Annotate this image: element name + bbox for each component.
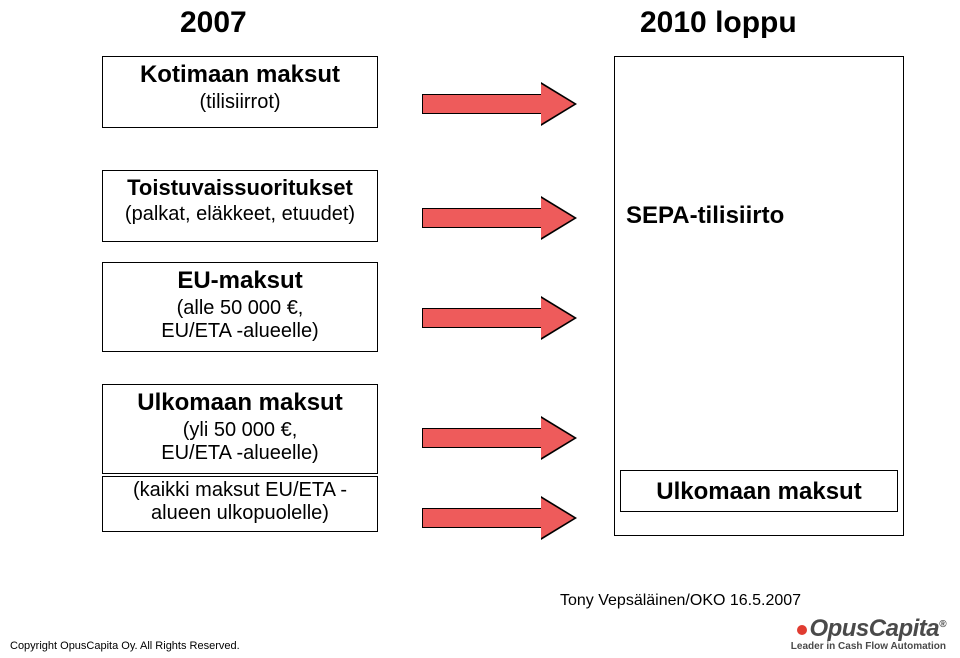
- year-right: 2010 loppu: [640, 6, 797, 40]
- left-box-b5: (kaikki maksut EU/ETA -alueen ulkopuolel…: [102, 476, 378, 532]
- arrow-head-fill: [541, 298, 574, 338]
- arrow-shaft: [422, 208, 542, 228]
- arrow-shaft: [422, 428, 542, 448]
- footer: Copyright OpusCapita Oy. All Rights Rese…: [0, 618, 960, 658]
- box-sub: (palkat, eläkkeet, etuudet): [103, 203, 377, 226]
- arrow-shaft: [422, 308, 542, 328]
- box-sub: (kaikki maksut EU/ETA -alueen ulkopuolel…: [103, 479, 377, 525]
- logo-text: OpusCapita: [809, 615, 939, 642]
- box-title: Toistuvaissuoritukset: [103, 175, 377, 201]
- year-left: 2007: [180, 6, 247, 40]
- logo: OpusCapita® Leader in Cash Flow Automati…: [791, 615, 946, 652]
- box-title: Kotimaan maksut: [103, 61, 377, 89]
- logo-name: OpusCapita®: [791, 615, 946, 643]
- arrow-head-fill: [541, 84, 574, 124]
- arrow-head-fill: [541, 198, 574, 238]
- right-panel: [614, 56, 904, 536]
- sepa-label: SEPA-tilisiirto: [626, 202, 784, 230]
- arrow-2: [422, 296, 578, 340]
- logo-dot-icon: [797, 625, 807, 635]
- box-sub: (yli 50 000 €,EU/ETA -alueelle): [103, 419, 377, 465]
- arrow-head-fill: [541, 418, 574, 458]
- arrow-shaft: [422, 508, 542, 528]
- arrow-head-fill: [541, 498, 574, 538]
- arrow-1: [422, 196, 578, 240]
- arrow-shaft: [422, 94, 542, 114]
- logo-reg-icon: ®: [939, 619, 946, 630]
- logo-tagline: Leader in Cash Flow Automation: [791, 641, 946, 652]
- left-box-b1: Kotimaan maksut(tilisiirrot): [102, 56, 378, 128]
- left-box-b4: Ulkomaan maksut(yli 50 000 €,EU/ETA -alu…: [102, 384, 378, 474]
- box-title: Ulkomaan maksut: [103, 389, 377, 417]
- left-box-b2: Toistuvaissuoritukset(palkat, eläkkeet, …: [102, 170, 378, 242]
- arrow-4: [422, 496, 578, 540]
- left-box-b3: EU-maksut(alle 50 000 €,EU/ETA -alueelle…: [102, 262, 378, 352]
- credit: Tony Vepsäläinen/OKO 16.5.2007: [560, 592, 801, 610]
- arrow-0: [422, 82, 578, 126]
- arrow-3: [422, 416, 578, 460]
- box-sub: (tilisiirrot): [103, 91, 377, 114]
- copyright: Copyright OpusCapita Oy. All Rights Rese…: [10, 640, 240, 652]
- ulkomaan-right-box: Ulkomaan maksut: [620, 470, 898, 512]
- box-sub: (alle 50 000 €,EU/ETA -alueelle): [103, 297, 377, 343]
- box-title: EU-maksut: [103, 267, 377, 295]
